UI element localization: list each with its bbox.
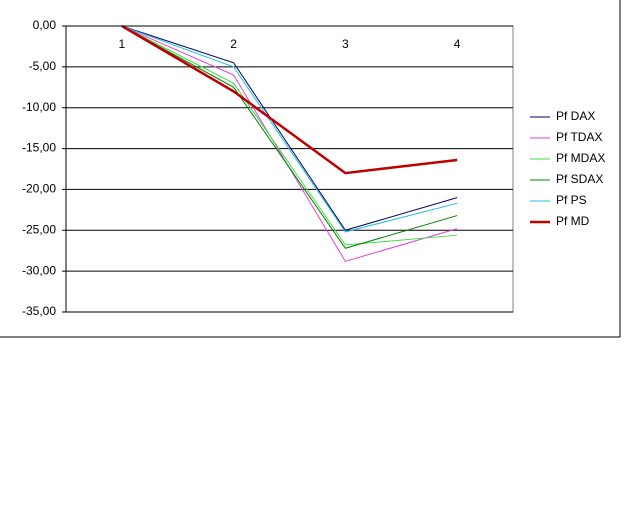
- series-line: [121, 24, 458, 175]
- x-tick-label: 4: [454, 37, 461, 51]
- legend-label: Pf DAX: [556, 109, 595, 123]
- y-tick-label: -5,00: [29, 59, 57, 73]
- series-line: [121, 25, 458, 246]
- legend-label: Pf TDAX: [556, 130, 602, 144]
- series-line: [121, 25, 458, 231]
- legend-label: Pf MDAX: [556, 151, 605, 165]
- x-tick-label: 3: [342, 37, 349, 51]
- y-tick-label: -10,00: [22, 100, 56, 114]
- y-tick-label: -35,00: [22, 304, 56, 318]
- y-tick-label: -30,00: [22, 263, 56, 277]
- legend-label: Pf MD: [556, 214, 590, 228]
- y-tick-label: -25,00: [22, 222, 56, 236]
- legend-label: Pf SDAX: [556, 172, 603, 186]
- x-tick-label: 1: [119, 37, 126, 51]
- legend-label: Pf PS: [556, 193, 587, 207]
- y-tick-label: -20,00: [22, 182, 56, 196]
- series-line: [121, 25, 458, 249]
- series-line: [121, 25, 458, 233]
- y-tick-label: -15,00: [22, 141, 56, 155]
- x-tick-label: 2: [230, 37, 237, 51]
- y-tick-label: 0,00: [33, 18, 57, 32]
